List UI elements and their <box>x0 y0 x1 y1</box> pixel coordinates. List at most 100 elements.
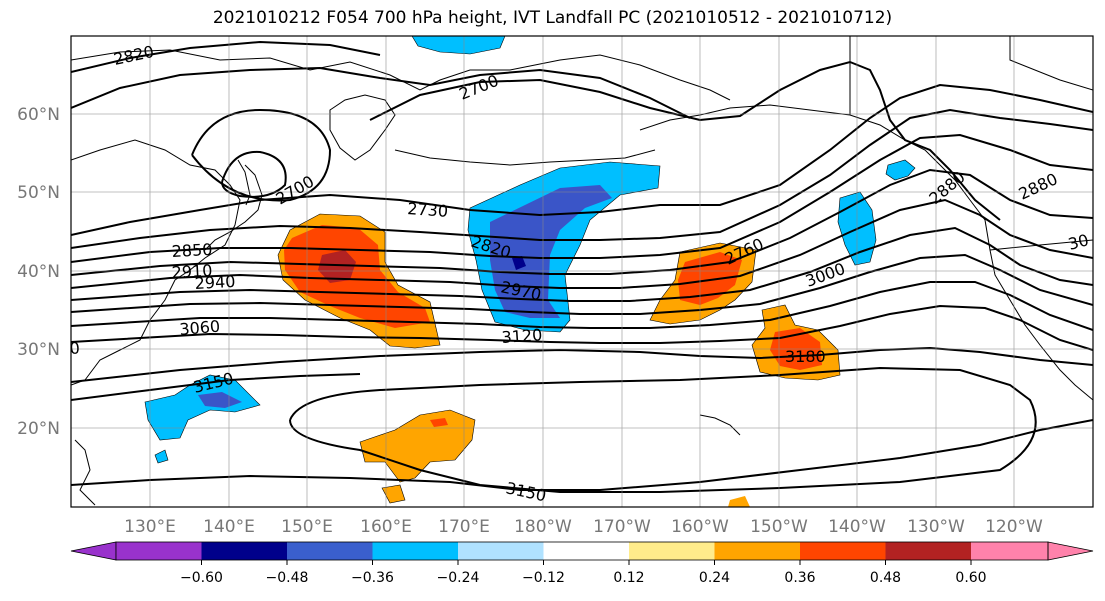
colorbar-ticks <box>201 560 972 565</box>
colorbar-bin <box>116 542 202 560</box>
contour-line <box>369 60 1001 221</box>
colorbar-extend-low <box>70 541 117 561</box>
alaska-coast <box>639 104 971 201</box>
shading-extreme-negative-mid <box>512 256 526 270</box>
contour-label: 2940 <box>194 272 236 293</box>
japan-coast <box>204 164 263 251</box>
contour-label: 3180 <box>785 347 826 366</box>
contour-line <box>221 150 287 198</box>
height-contours <box>71 40 1093 493</box>
aleutian-chain <box>394 149 656 166</box>
colorbar-bin <box>287 542 373 560</box>
colorbar-tick-label: −0.36 <box>351 570 394 586</box>
gridlines <box>71 36 1093 507</box>
figure-title: 2021010212 F054 700 hPa height, IVT Land… <box>212 8 893 28</box>
shading-strong-negative-mid <box>490 185 612 318</box>
longitude-labels: 130°E 140°E 150°E 160°E 170°E 180°W 170°… <box>124 517 1043 537</box>
colorbar-bin <box>629 542 715 560</box>
colorbar-tick-label: −0.24 <box>437 570 480 586</box>
lat-label: 20°N <box>17 419 60 439</box>
contour-line <box>71 373 361 401</box>
colorbar-bin <box>885 542 971 560</box>
shading-negative-coast <box>885 159 916 181</box>
shading-strong-positive-south <box>430 418 448 427</box>
shading-extreme-positive-west <box>318 250 356 283</box>
sakhalin-coast <box>237 159 251 206</box>
colorbar-bin <box>458 542 544 560</box>
colorbar-bin <box>372 542 458 560</box>
philippines-coast <box>74 439 96 506</box>
contour-line <box>71 198 1093 289</box>
contour-line <box>71 83 1093 236</box>
contour-label: 2850 <box>171 240 213 261</box>
map-contents: 2820 2700 2700 2730 2850 2910 2940 2820 … <box>59 36 1093 507</box>
shading-strong-positive-west <box>284 225 430 328</box>
contour-line <box>71 108 1093 249</box>
contour-line <box>71 304 1093 351</box>
coastlines <box>71 36 1093 506</box>
lon-label: 160°W <box>671 517 729 537</box>
hawaii-islands <box>699 414 741 436</box>
lon-label: 140°W <box>828 517 886 537</box>
lat-label: 40°N <box>17 262 60 282</box>
lon-label: 160°E <box>360 517 412 537</box>
colorbar: −0.60 −0.48 −0.36 −0.24 −0.12 0.12 0.24 … <box>70 541 1094 586</box>
north-asia-coast <box>71 49 731 101</box>
lon-label: 150°E <box>281 517 333 537</box>
map-frame <box>70 35 1094 508</box>
lon-label: 120°W <box>985 517 1043 537</box>
contour-line <box>71 66 691 119</box>
contour-line <box>71 133 1093 263</box>
shading-negative-small <box>154 449 169 464</box>
lon-label: 150°W <box>750 517 808 537</box>
colorbar-extend-high <box>1047 541 1094 561</box>
colorbar-tick-label: −0.48 <box>266 570 309 586</box>
colorbar-bin <box>971 542 1048 560</box>
contour-line <box>71 281 1093 331</box>
lon-label: 170°E <box>438 517 490 537</box>
contour-line <box>71 253 1093 315</box>
lon-label: 170°W <box>593 517 651 537</box>
colorbar-tick-label: 0.12 <box>613 570 644 586</box>
contour-label: 2820 <box>112 42 156 69</box>
north-america-coast <box>969 199 1093 401</box>
colorbar-bin <box>201 542 287 560</box>
contour-label: 30 <box>1066 230 1091 254</box>
contour-line <box>71 419 1093 491</box>
colorbar-tick-label: 0.48 <box>870 570 901 586</box>
us-border <box>989 239 1093 251</box>
canada-interior <box>849 36 1093 115</box>
lon-label: 130°W <box>907 517 965 537</box>
lat-label: 30°N <box>17 340 60 360</box>
kamchatka-coast <box>329 94 396 161</box>
contour-line <box>71 40 381 73</box>
contour-label: 30 <box>59 338 81 359</box>
colorbar-tick-label: −0.60 <box>180 570 223 586</box>
contour-label: 2910 <box>171 261 213 282</box>
latitude-labels: 60°N 50°N 40°N 30°N 20°N <box>17 105 60 439</box>
colorbar-bin <box>714 542 800 560</box>
colorbar-tick-label: 0.60 <box>955 570 986 586</box>
lat-label: 60°N <box>17 105 60 125</box>
contour-label: 2700 <box>273 172 318 209</box>
contour-label: 3060 <box>179 317 221 339</box>
contour-label: 2730 <box>407 199 449 221</box>
contour-label: 2880 <box>1016 169 1061 203</box>
shading-positive-south <box>359 409 476 483</box>
colorbar-tick-label: 0.24 <box>699 570 730 586</box>
contour-label: 3150 <box>504 478 548 505</box>
contour-label: 3120 <box>501 325 543 347</box>
shading-strong-positive-central <box>678 252 742 305</box>
colorbar-tick-label: −0.12 <box>522 570 565 586</box>
asia-coast <box>71 139 241 386</box>
ivt-shading <box>144 36 916 507</box>
colorbar-frame <box>115 541 1049 561</box>
lon-label: 140°E <box>203 517 255 537</box>
lat-label: 50°N <box>17 183 60 203</box>
contour-line <box>71 168 1093 276</box>
lon-label: 130°E <box>124 517 176 537</box>
colorbar-bin <box>800 542 886 560</box>
lon-label: 180°W <box>514 517 572 537</box>
